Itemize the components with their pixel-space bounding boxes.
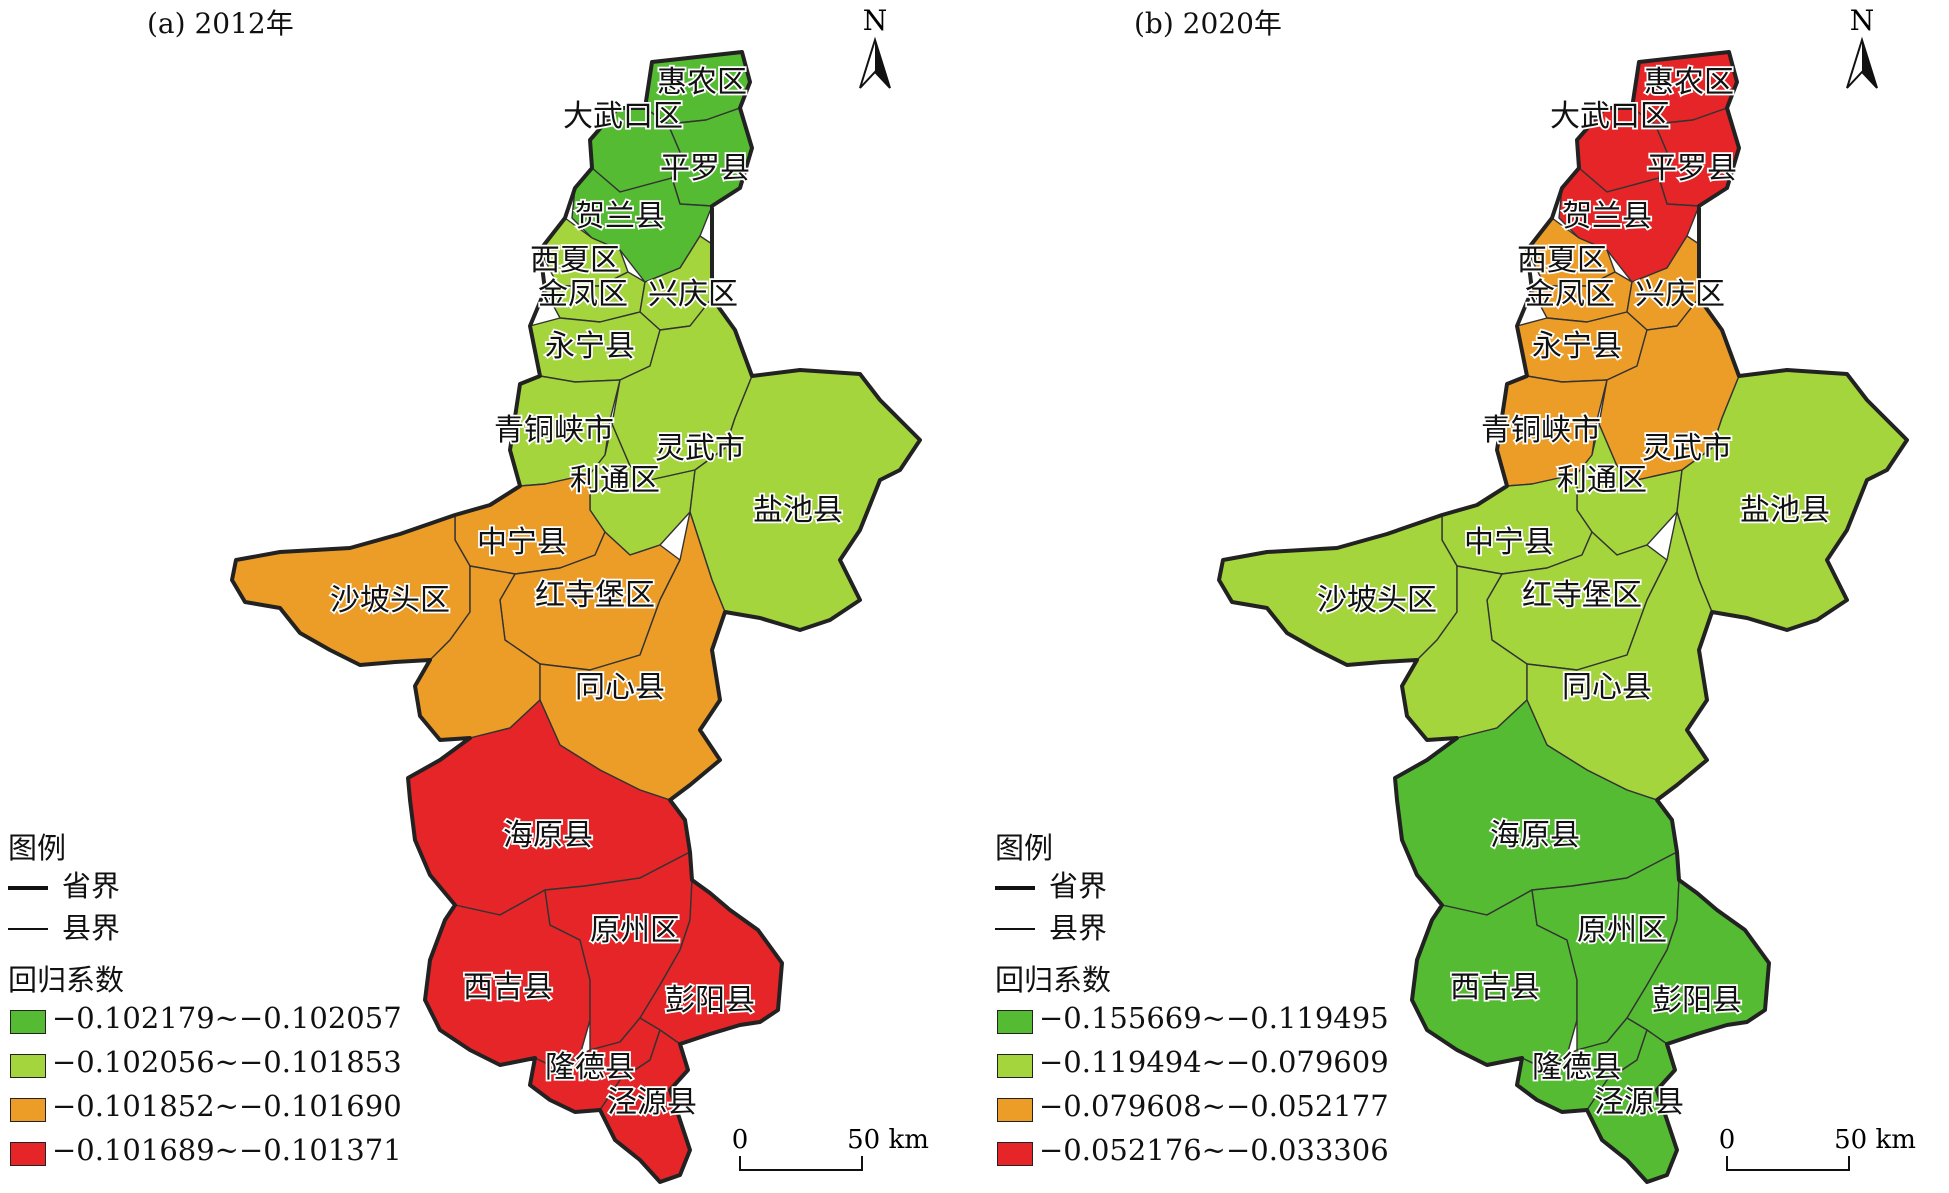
label-zhongning: 中宁县	[1464, 525, 1554, 560]
label-zhongning: 中宁县	[477, 525, 567, 560]
label-huinong: 惠农区	[1644, 65, 1734, 100]
label-hongsibao: 红寺堡区	[535, 578, 655, 613]
county-labels: 惠农区 大武口区 平罗县 贺兰县 西夏区 金凤区 兴庆区 永宁县 青铜峡市 灵武…	[1315, 63, 1832, 1122]
north-arrow: N	[1846, 4, 1878, 89]
label-helan: 贺兰县	[575, 199, 665, 234]
label-longde: 隆德县	[545, 1050, 635, 1085]
label-jingyuan: 泾源县	[607, 1085, 697, 1120]
province-line-label: 省界	[1049, 869, 1108, 903]
panel-title: (b) 2020年	[1134, 7, 1282, 40]
legend-class-range: −0.119494~−0.079609	[1039, 1045, 1389, 1079]
label-pingluo: 平罗县	[660, 151, 750, 186]
legend-title: 图例	[995, 831, 1054, 865]
label-jingyuan: 泾源县	[1594, 1085, 1684, 1120]
label-tongxin: 同心县	[1562, 670, 1652, 705]
scale-bar-zero-label: 0	[1719, 1125, 1736, 1155]
legend-class-range: −0.079608~−0.052177	[1039, 1089, 1389, 1123]
label-yuanzhou: 原州区	[1577, 913, 1667, 948]
panel-2012: (a) 2012年	[0, 0, 974, 1193]
legend-coefficient-title: 回归系数	[995, 963, 1112, 997]
label-dawukou: 大武口区	[563, 99, 683, 134]
label-dawukou: 大武口区	[1550, 99, 1670, 134]
label-xixia: 西夏区	[1517, 243, 1607, 278]
label-yanchi: 盐池县	[1740, 493, 1830, 528]
label-shapotou: 沙坡头区	[1317, 583, 1437, 618]
panel-title: (a) 2012年	[147, 7, 294, 40]
scale-bar-line	[739, 1156, 863, 1171]
province-line-swatch	[995, 886, 1035, 890]
legend-class-swatch	[997, 1010, 1033, 1034]
label-xingqing: 兴庆区	[648, 277, 738, 312]
county-line-label: 县界	[62, 911, 121, 945]
province-line-label: 省界	[62, 869, 121, 903]
legend-class-swatch	[10, 1098, 46, 1122]
county-labels: 惠农区 大武口区 平罗县 贺兰县 西夏区 金凤区 兴庆区 永宁县 青铜峡市 灵武…	[328, 63, 845, 1122]
label-haiyuan: 海原县	[503, 818, 593, 853]
label-xiji: 西吉县	[463, 970, 553, 1005]
legend-coefficient-title: 回归系数	[8, 963, 125, 997]
label-tongxin: 同心县	[575, 670, 665, 705]
label-litong: 利通区	[570, 463, 660, 498]
label-shapotou: 沙坡头区	[330, 583, 450, 618]
county-layer	[231, 51, 921, 1183]
scale-bar-zero-label: 0	[732, 1125, 749, 1155]
scale-bar-end-label: 50 km	[1834, 1125, 1916, 1155]
north-arrow: N	[859, 4, 891, 89]
legend-class-range: −0.101689~−0.101371	[52, 1133, 402, 1167]
legend-class-range: −0.101852~−0.101690	[52, 1089, 402, 1123]
scale-bar: 0 50 km	[732, 1125, 929, 1171]
scale-bar-end-label: 50 km	[847, 1125, 929, 1155]
legend-class-swatch	[997, 1098, 1033, 1122]
county-line-swatch	[8, 928, 48, 930]
legend-class-range: −0.102056~−0.101853	[52, 1045, 402, 1079]
label-pingluo: 平罗县	[1647, 151, 1737, 186]
legend-class-swatch	[10, 1142, 46, 1166]
label-yanchi: 盐池县	[753, 493, 843, 528]
county-line-swatch	[995, 928, 1035, 930]
scale-bar: 0 50 km	[1719, 1125, 1916, 1171]
county-layer	[1218, 51, 1908, 1183]
label-jinfeng: 金凤区	[538, 277, 628, 312]
legend-class-swatch	[10, 1010, 46, 1034]
province-boundary	[1217, 50, 1909, 1184]
label-hongsibao: 红寺堡区	[1522, 578, 1642, 613]
north-arrow-fill-icon	[1862, 40, 1877, 88]
label-pengyang: 彭阳县	[665, 983, 755, 1018]
legend-title: 图例	[8, 831, 67, 865]
label-jinfeng: 金凤区	[1525, 277, 1615, 312]
label-longde: 隆德县	[1532, 1050, 1622, 1085]
county-line-label: 县界	[1049, 911, 1108, 945]
label-xixia: 西夏区	[530, 243, 620, 278]
legend-class-swatch	[997, 1054, 1033, 1078]
label-lingwu: 灵武市	[1642, 431, 1732, 466]
label-xiji: 西吉县	[1450, 970, 1540, 1005]
legend-class-swatch	[10, 1054, 46, 1078]
map-canvas: 惠农区 大武口区 平罗县 贺兰县 西夏区 金凤区 兴庆区 永宁县 青铜峡市 灵武…	[1217, 4, 1916, 1184]
label-haiyuan: 海原县	[1490, 818, 1580, 853]
label-yuanzhou: 原州区	[590, 913, 680, 948]
label-yongning: 永宁县	[1532, 329, 1622, 364]
map-canvas: 惠农区 大武口区 平罗县 贺兰县 西夏区 金凤区 兴庆区 永宁县 青铜峡市 灵武…	[230, 4, 929, 1184]
panel-2020: (b) 2020年	[987, 0, 1949, 1193]
legend-class-range: −0.155669~−0.119495	[1039, 1001, 1389, 1035]
scale-bar-line	[1726, 1156, 1850, 1171]
province-line-swatch	[8, 886, 48, 890]
label-litong: 利通区	[1557, 463, 1647, 498]
label-yongning: 永宁县	[545, 329, 635, 364]
label-qingtongxia: 青铜峡市	[494, 413, 614, 448]
north-arrow-label: N	[863, 4, 888, 37]
legend-class-range: −0.052176~−0.033306	[1039, 1133, 1389, 1167]
label-helan: 贺兰县	[1562, 199, 1652, 234]
legend-class-swatch	[997, 1142, 1033, 1166]
label-qingtongxia: 青铜峡市	[1481, 413, 1601, 448]
north-arrow-label: N	[1850, 4, 1875, 37]
label-lingwu: 灵武市	[655, 431, 745, 466]
north-arrow-fill-icon	[875, 40, 890, 88]
legend-class-range: −0.102179~−0.102057	[52, 1001, 402, 1035]
province-boundary	[230, 50, 922, 1184]
label-xingqing: 兴庆区	[1635, 277, 1725, 312]
label-huinong: 惠农区	[657, 65, 747, 100]
label-pengyang: 彭阳县	[1652, 983, 1742, 1018]
